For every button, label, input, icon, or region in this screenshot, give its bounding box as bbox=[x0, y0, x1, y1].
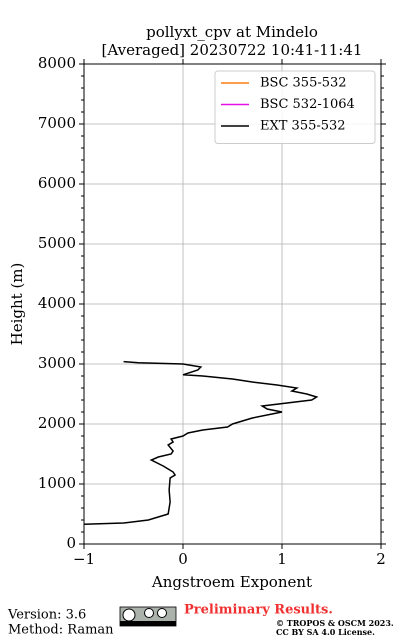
chart-title: pollyxt_cpv at Mindelo bbox=[146, 23, 318, 41]
legend-label: BSC 532-1064 bbox=[260, 97, 355, 112]
license: CC BY SA 4.0 License. bbox=[276, 627, 375, 637]
legend-label: EXT 355-532 bbox=[260, 119, 346, 134]
y-tick-label: 8000 bbox=[38, 54, 76, 72]
y-tick-label: 7000 bbox=[38, 114, 76, 132]
method: Method: Raman bbox=[8, 623, 114, 638]
y-tick-label: 3000 bbox=[38, 354, 76, 372]
legend-box bbox=[214, 70, 376, 144]
x-tick-label: 0 bbox=[178, 550, 188, 568]
y-axis-label: Height (m) bbox=[8, 263, 26, 346]
y-tick-label: 2000 bbox=[38, 414, 76, 432]
y-tick-label: 5000 bbox=[38, 234, 76, 252]
y-tick-label: 1000 bbox=[38, 474, 76, 492]
y-tick-label: 6000 bbox=[38, 174, 76, 192]
x-tick-label: 1 bbox=[277, 550, 287, 568]
y-tick-label: 0 bbox=[66, 534, 76, 552]
x-axis-label: Angstroem Exponent bbox=[151, 573, 312, 591]
chart-subtitle: [Averaged] 20230722 10:41-11:41 bbox=[102, 41, 363, 59]
copyright: © TROPOS & OSCM 2023. bbox=[276, 618, 394, 628]
version: Version: 3.6 bbox=[7, 608, 86, 623]
x-tick-label: 2 bbox=[376, 550, 386, 568]
legend-label: BSC 355-532 bbox=[260, 76, 347, 91]
preliminary-notice: Preliminary Results. bbox=[184, 603, 333, 618]
cc-badge bbox=[119, 606, 177, 627]
y-tick-label: 4000 bbox=[38, 294, 76, 312]
x-tick-label: −1 bbox=[73, 550, 95, 568]
data-line bbox=[83, 360, 319, 525]
